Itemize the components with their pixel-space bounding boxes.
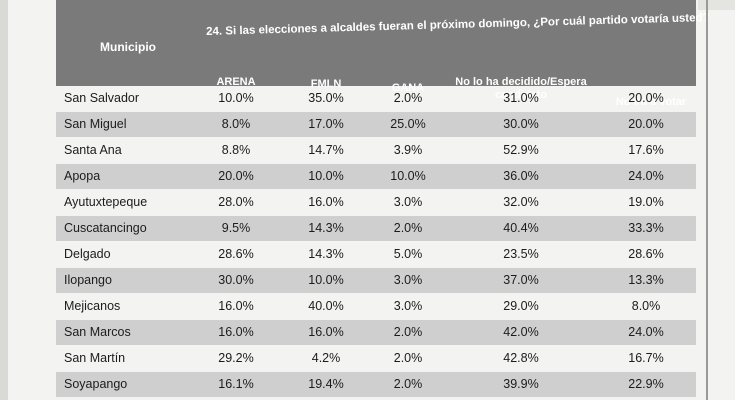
cell-fmln: 17.0% — [308, 117, 344, 131]
cell-arena: 28.6% — [218, 247, 254, 261]
cell-arena: 8.8% — [221, 143, 251, 157]
cell-no-ira: 16.7% — [628, 351, 664, 365]
cell-indecisos: 42.0% — [503, 325, 539, 339]
cell-fmln: 14.3% — [308, 247, 344, 261]
cell-municipio: Cuscatancingo — [64, 221, 147, 235]
cell-municipio: Delgado — [64, 247, 111, 261]
cell-municipio: Ilopango — [64, 273, 112, 287]
table-row: San Miguel 8.0% 17.0% 25.0% 30.0% 20.0% — [56, 112, 696, 137]
page-edge-right — [706, 0, 708, 400]
cell-no-ira: 20.0% — [628, 91, 664, 105]
cell-indecisos: 31.0% — [503, 91, 539, 105]
table-row: Apopa 20.0% 10.0% 10.0% 36.0% 24.0% — [56, 164, 696, 189]
cell-fmln: 16.0% — [308, 195, 344, 209]
question-title: 24. Si las elecciones a alcaldes fueran … — [206, 11, 710, 38]
cell-indecisos: 32.0% — [503, 195, 539, 209]
cell-indecisos: 40.4% — [503, 221, 539, 235]
cell-gana: 2.0% — [393, 351, 423, 365]
cell-gana: 25.0% — [390, 117, 426, 131]
cell-municipio: Ayutuxtepeque — [64, 195, 148, 209]
cell-gana: 2.0% — [393, 377, 423, 391]
cell-municipio: San Miguel — [64, 117, 127, 131]
cell-arena: 30.0% — [218, 273, 254, 287]
cell-arena: 29.2% — [218, 351, 254, 365]
header-fmln: FMLN — [310, 78, 342, 90]
survey-table: 24. Si las elecciones a alcaldes fueran … — [56, 0, 710, 400]
header-indecisos: No lo ha decidido/Espera candidato — [455, 76, 587, 101]
cell-fmln: 10.0% — [308, 169, 344, 183]
table-row: Soyapango 16.1% 19.4% 2.0% 39.9% 22.9% — [56, 372, 696, 397]
cell-arena: 20.0% — [218, 169, 254, 183]
table-row: Santa Ana 8.8% 14.7% 3.9% 52.9% 17.6% — [56, 138, 696, 163]
cell-indecisos: 42.8% — [503, 351, 539, 365]
header-municipio: Municipio — [100, 40, 156, 54]
cell-no-ira: 8.0% — [631, 299, 661, 313]
cell-arena: 8.0% — [221, 117, 251, 131]
cell-no-ira: 22.9% — [628, 377, 664, 391]
cell-arena: 9.5% — [221, 221, 251, 235]
cell-indecisos: 52.9% — [503, 143, 539, 157]
column-headers: ARENA FMLN GANA No lo ha decidido/Espera… — [56, 68, 696, 108]
table-row: Delgado 28.6% 14.3% 5.0% 23.5% 28.6% — [56, 242, 696, 267]
cell-arena: 28.0% — [218, 195, 254, 209]
cell-no-ira: 24.0% — [628, 325, 664, 339]
header-arena: ARENA — [216, 76, 256, 88]
cell-gana: 5.0% — [393, 247, 423, 261]
table-row: San Marcos 16.0% 16.0% 2.0% 42.0% 24.0% — [56, 320, 696, 345]
header-no-ira: No irá a votar — [615, 96, 687, 108]
cell-gana: 2.0% — [393, 221, 423, 235]
cell-gana: 3.0% — [393, 299, 423, 313]
page-edge-top — [698, 0, 735, 10]
cell-indecisos: 30.0% — [503, 117, 539, 131]
cell-municipio: Soyapango — [64, 377, 128, 391]
cell-gana: 3.0% — [393, 273, 423, 287]
table-row: Ilopango 30.0% 10.0% 3.0% 37.0% 13.3% — [56, 268, 696, 293]
cell-municipio: San Marcos — [64, 325, 131, 339]
cell-indecisos: 36.0% — [503, 169, 539, 183]
cell-municipio: San Salvador — [64, 91, 140, 105]
table-row: Ayutuxtepeque 28.0% 16.0% 3.0% 32.0% 19.0% — [56, 190, 696, 215]
cell-fmln: 40.0% — [308, 299, 344, 313]
cell-gana: 3.9% — [393, 143, 423, 157]
cell-indecisos: 23.5% — [503, 247, 539, 261]
cell-no-ira: 28.6% — [628, 247, 664, 261]
cell-fmln: 14.7% — [308, 143, 344, 157]
cell-municipio: San Martín — [64, 351, 126, 365]
cell-arena: 16.0% — [218, 299, 254, 313]
cell-arena: 10.0% — [218, 91, 254, 105]
cell-gana: 10.0% — [390, 169, 426, 183]
cell-municipio: Mejicanos — [64, 299, 121, 313]
cell-no-ira: 24.0% — [628, 169, 664, 183]
cell-indecisos: 39.9% — [503, 377, 539, 391]
cell-no-ira: 17.6% — [628, 143, 664, 157]
cell-gana: 2.0% — [393, 325, 423, 339]
cell-fmln: 19.4% — [308, 377, 344, 391]
cell-fmln: 35.0% — [308, 91, 344, 105]
cell-indecisos: 37.0% — [503, 273, 539, 287]
table-row: Mejicanos 16.0% 40.0% 3.0% 29.0% 8.0% — [56, 294, 696, 319]
cell-arena: 16.1% — [218, 377, 254, 391]
cell-fmln: 14.3% — [308, 221, 344, 235]
cell-municipio: Santa Ana — [64, 143, 122, 157]
document-page: 24. Si las elecciones a alcaldes fueran … — [8, 0, 735, 400]
header-gana: GANA — [391, 82, 425, 94]
cell-no-ira: 20.0% — [628, 117, 664, 131]
cell-fmln: 16.0% — [308, 325, 344, 339]
cell-no-ira: 19.0% — [628, 195, 664, 209]
table-row: Cuscatancingo 9.5% 14.3% 2.0% 40.4% 33.3% — [56, 216, 696, 241]
cell-gana: 2.0% — [393, 91, 423, 105]
cell-indecisos: 29.0% — [503, 299, 539, 313]
cell-fmln: 10.0% — [308, 273, 344, 287]
cell-gana: 3.0% — [393, 195, 423, 209]
cell-arena: 16.0% — [218, 325, 254, 339]
cell-no-ira: 33.3% — [628, 221, 664, 235]
table-row: San Martín 29.2% 4.2% 2.0% 42.8% 16.7% — [56, 346, 696, 371]
cell-fmln: 4.2% — [311, 351, 341, 365]
table-row: San Salvador 10.0% 35.0% 2.0% 31.0% 20.0% — [56, 86, 696, 111]
cell-no-ira: 13.3% — [628, 273, 664, 287]
cell-municipio: Apopa — [64, 169, 101, 183]
table-header: 24. Si las elecciones a alcaldes fueran … — [56, 0, 710, 86]
